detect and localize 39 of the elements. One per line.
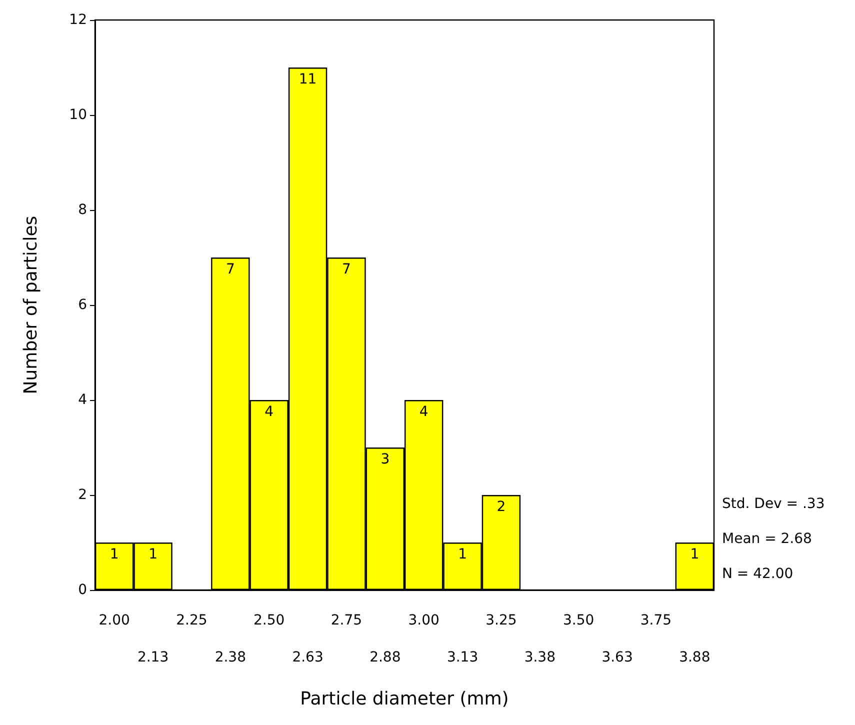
data-label: 7 (226, 262, 235, 278)
y-tick-label: 10 (69, 107, 87, 123)
data-label: 1 (110, 546, 119, 562)
text: Mean = 2.68 (722, 531, 812, 547)
data-label: 2 (496, 499, 506, 515)
data-label: 1 (690, 546, 700, 562)
y-tick-label: 6 (78, 297, 88, 313)
x-tick-label: 3.88 (679, 650, 710, 666)
data-label: 3 (380, 452, 390, 468)
x-tick-label: 2.63 (292, 650, 324, 666)
data-label: 4 (264, 404, 274, 420)
x-tick-label: 2.25 (176, 612, 208, 628)
y-axis-title: Number of particles (20, 216, 42, 394)
x-tick-label: 3.63 (602, 650, 633, 666)
y-tick-label: 0 (78, 582, 87, 598)
x-tick-label: 2.00 (98, 612, 130, 628)
y-tick-label: 12 (69, 12, 87, 28)
text: N = 42.00 (722, 566, 794, 582)
data-label: 1 (458, 546, 467, 562)
data-label: 7 (342, 262, 351, 278)
x-tick-label: 3.38 (524, 650, 556, 666)
y-tick-label: 8 (78, 202, 87, 218)
x-tick-label: 2.50 (254, 612, 285, 628)
x-tick-label: 2.75 (330, 612, 362, 628)
data-label: 4 (419, 404, 428, 420)
data-label: 11 (298, 72, 317, 88)
y-tick-label: 2 (78, 487, 87, 503)
x-tick-label: 3.00 (408, 612, 440, 628)
x-tick-label: 3.75 (640, 612, 672, 628)
x-tick-label: 2.88 (370, 650, 401, 666)
x-tick-label: 3.50 (563, 612, 594, 628)
data-label: 1 (148, 546, 158, 562)
x-tick-label: 2.38 (214, 650, 246, 666)
x-tick-label: 2.13 (137, 650, 169, 666)
x-tick-label: 3.13 (446, 650, 478, 666)
x-tick-label: 3.25 (486, 612, 517, 628)
text: Std. Dev = .33 (722, 496, 825, 512)
y-tick-label: 4 (78, 392, 88, 408)
x-axis-title: Particle diameter (mm) (300, 688, 509, 710)
